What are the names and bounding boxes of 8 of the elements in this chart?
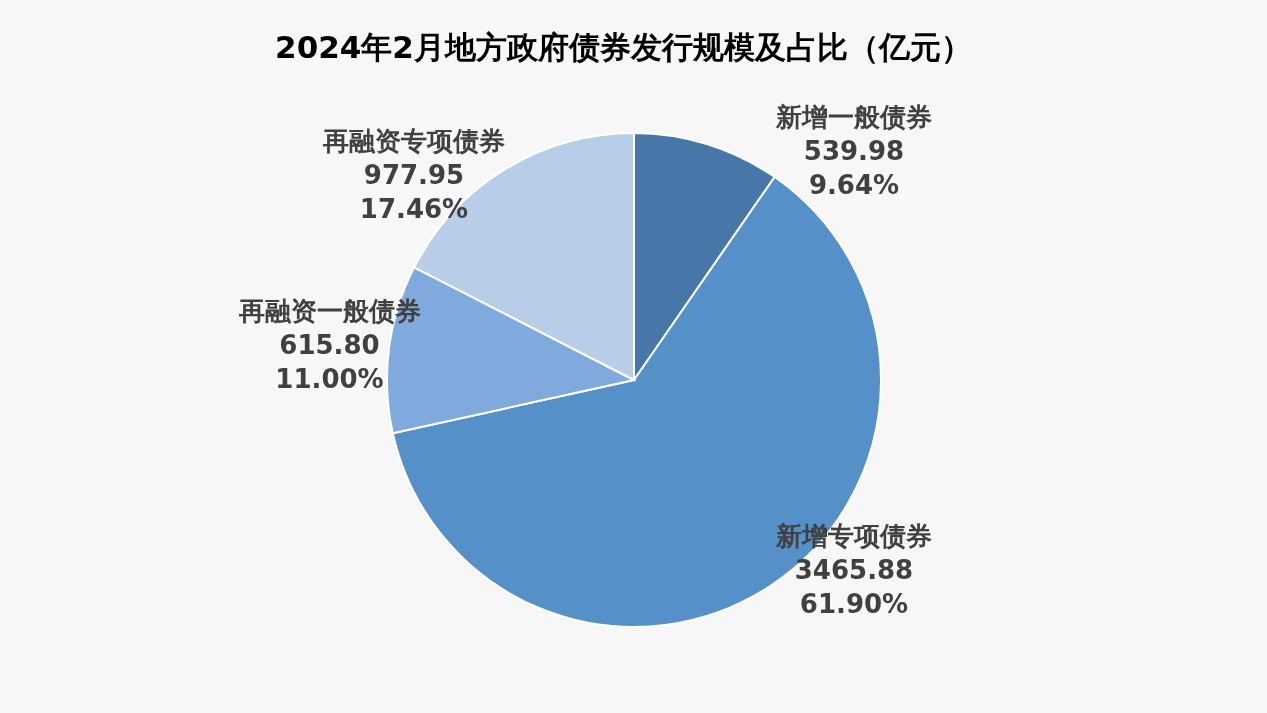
data-label: 977.95 17.46% <box>359 159 469 224</box>
slice-label: 再融资专项债券 <box>322 125 505 156</box>
data-label: 3465.88 61.90% <box>794 554 914 619</box>
data-label: 615.80 11.00% <box>275 330 384 395</box>
slice-label: 新增一般债券 <box>775 102 932 133</box>
chart-title: 2024年2月地方政府债券发行规模及占比（亿元） <box>275 29 972 65</box>
slice-label: 新增专项债券 <box>775 520 932 551</box>
data-label: 539.98 9.64% <box>803 136 905 201</box>
